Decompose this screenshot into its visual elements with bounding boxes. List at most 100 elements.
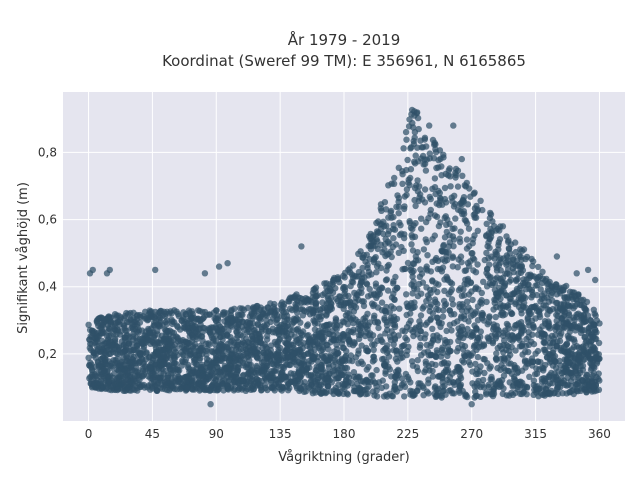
- data-point: [563, 382, 570, 389]
- x-tick-label: 315: [524, 427, 547, 441]
- data-point: [457, 372, 464, 380]
- data-point: [87, 359, 94, 366]
- data-point: [420, 392, 427, 399]
- data-point: [98, 321, 105, 328]
- data-point: [516, 299, 523, 306]
- data-point: [483, 249, 490, 257]
- data-point: [561, 356, 568, 363]
- data-point: [407, 310, 414, 317]
- data-point: [338, 298, 345, 306]
- data-point: [274, 339, 282, 346]
- data-point: [553, 311, 560, 319]
- data-point: [369, 388, 377, 395]
- data-point: [424, 252, 431, 259]
- data-point: [465, 291, 473, 298]
- data-point: [323, 357, 330, 365]
- data-point: [433, 200, 440, 207]
- data-point: [130, 309, 137, 316]
- x-axis-title: Vågriktning (grader): [278, 450, 409, 465]
- data-point: [172, 378, 179, 385]
- data-point: [390, 331, 397, 338]
- data-point: [374, 319, 382, 326]
- data-point: [591, 354, 598, 361]
- data-point: [285, 335, 292, 342]
- data-point: [391, 226, 399, 233]
- data-point: [295, 359, 303, 366]
- data-point: [421, 156, 428, 163]
- data-point: [465, 304, 472, 311]
- data-point: [509, 260, 517, 268]
- data-point: [422, 265, 430, 272]
- data-point: [395, 332, 402, 339]
- data-point: [157, 384, 164, 391]
- data-point: [437, 219, 444, 226]
- data-point: [360, 298, 367, 305]
- data-point: [401, 383, 409, 390]
- data-point: [486, 244, 493, 252]
- data-point: [342, 312, 350, 319]
- data-point: [227, 373, 234, 380]
- data-point: [439, 313, 447, 320]
- data-point: [253, 375, 260, 383]
- data-point: [271, 387, 278, 394]
- data-point: [302, 298, 309, 305]
- data-point: [439, 349, 446, 356]
- data-point: [89, 329, 96, 337]
- data-point: [439, 344, 446, 351]
- data-point: [236, 305, 244, 312]
- x-tick-label: 180: [333, 427, 356, 441]
- data-point: [226, 365, 233, 373]
- data-point: [546, 355, 554, 363]
- data-point: [528, 303, 536, 311]
- chart-title-line-1: År 1979 - 2019: [288, 30, 401, 49]
- data-point: [372, 280, 380, 287]
- data-point: [466, 353, 473, 360]
- data-point: [317, 310, 324, 317]
- data-point: [555, 368, 562, 375]
- data-point: [417, 334, 424, 342]
- data-point: [556, 337, 564, 345]
- data-point: [195, 325, 203, 333]
- data-point: [437, 195, 444, 203]
- data-point: [481, 256, 488, 264]
- data-point: [290, 350, 297, 358]
- data-point: [509, 254, 517, 261]
- data-point: [435, 281, 442, 288]
- data-point: [404, 156, 411, 164]
- data-point: [147, 309, 154, 316]
- data-point: [132, 357, 140, 364]
- data-point: [352, 298, 359, 306]
- data-point: [465, 225, 473, 232]
- data-point: [100, 316, 107, 323]
- data-point: [348, 316, 355, 323]
- data-point: [452, 169, 459, 177]
- data-point: [418, 270, 426, 277]
- data-point: [497, 366, 504, 373]
- data-point: [472, 388, 479, 395]
- data-point: [558, 315, 565, 322]
- data-point: [532, 371, 539, 378]
- data-point: [434, 300, 441, 308]
- data-point: [545, 320, 553, 327]
- data-point: [359, 360, 366, 368]
- data-point: [164, 328, 171, 336]
- data-point: [301, 379, 308, 386]
- data-point: [346, 341, 353, 348]
- data-point: [431, 232, 438, 239]
- data-point: [456, 301, 463, 308]
- data-point: [565, 348, 572, 356]
- data-point: [273, 307, 280, 314]
- data-point: [422, 360, 430, 368]
- data-point: [406, 116, 413, 123]
- data-point: [374, 238, 381, 245]
- data-point: [518, 342, 525, 349]
- data-point: [240, 371, 247, 379]
- data-point: [199, 315, 207, 322]
- data-point: [284, 353, 291, 361]
- data-point: [232, 357, 239, 364]
- data-point: [473, 337, 481, 344]
- data-point: [415, 125, 422, 133]
- data-point: [375, 218, 382, 225]
- data-point: [524, 358, 531, 365]
- data-point: [582, 318, 589, 325]
